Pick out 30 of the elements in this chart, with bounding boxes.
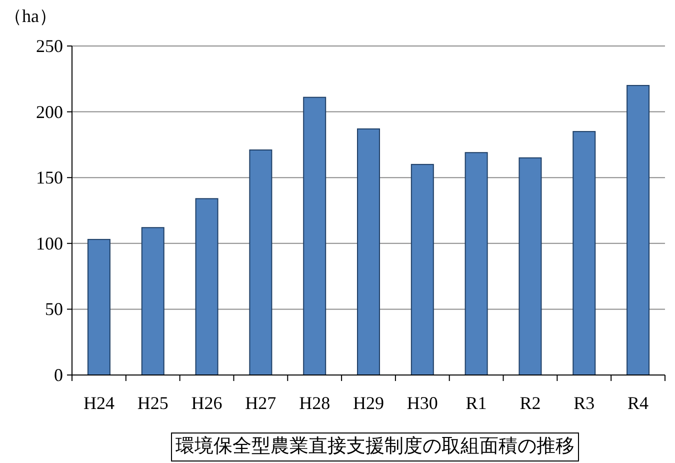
x-tick-label: H27 (245, 393, 276, 413)
x-tick-label: H30 (406, 393, 438, 413)
bar (87, 238, 110, 376)
x-tick-label: H28 (299, 393, 330, 413)
y-tick-label: 200 (36, 102, 63, 122)
x-tick-label: R2 (520, 393, 541, 413)
x-tick-label: H26 (191, 393, 222, 413)
x-tick-label: R4 (628, 393, 649, 413)
y-tick-label: 150 (36, 168, 63, 188)
bar (249, 149, 272, 376)
x-tick-label: H29 (353, 393, 384, 413)
bar (410, 164, 434, 376)
bar (303, 96, 326, 376)
bar (141, 227, 164, 376)
y-tick-label: 50 (45, 299, 63, 320)
bar (572, 131, 596, 376)
bar (357, 128, 380, 376)
x-tick-label: R1 (466, 393, 487, 413)
y-axis-title: （ha） (4, 6, 57, 26)
bar (518, 157, 542, 376)
x-tick-label: R3 (574, 393, 595, 413)
bar (195, 198, 218, 376)
bar (464, 152, 488, 376)
bar (626, 84, 650, 376)
x-tick-label: H25 (137, 393, 168, 413)
y-tick-label: 0 (54, 365, 63, 385)
y-tick-label: 250 (36, 36, 63, 56)
x-tick-label: H24 (83, 393, 114, 413)
y-tick-label: 100 (36, 233, 63, 254)
text: 環境保全型農業直接支援制度の取組面積の推移 (176, 435, 574, 457)
